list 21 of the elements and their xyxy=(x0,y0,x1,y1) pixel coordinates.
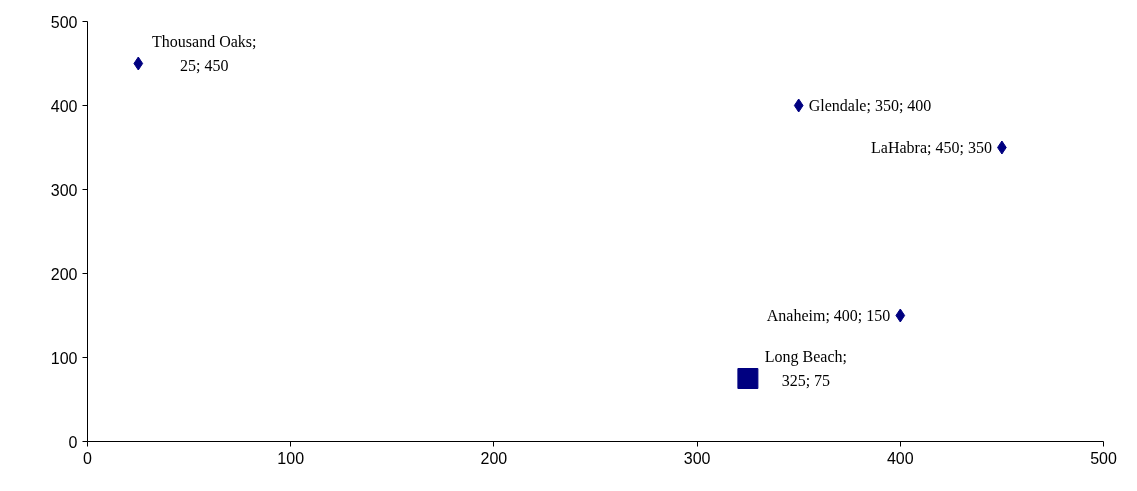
data-label: LaHabra; 450; 350 xyxy=(871,139,992,156)
point xyxy=(793,98,804,113)
y-tick-label: 400 xyxy=(50,97,78,115)
x-tick-label: 400 xyxy=(886,449,914,467)
y-tick-label: 200 xyxy=(50,265,78,283)
x-tick-label: 100 xyxy=(277,449,305,467)
y-tick-label: 300 xyxy=(50,181,78,199)
y-tick-label: 100 xyxy=(50,349,78,367)
x-tick-label: 0 xyxy=(83,449,93,467)
point xyxy=(895,308,906,323)
data-label: Thousand Oaks; 25; 450 xyxy=(152,33,257,74)
x-tick-label: 300 xyxy=(683,449,711,467)
data-label: Long Beach; 325; 75 xyxy=(764,348,848,389)
x-tick-label: 500 xyxy=(1090,449,1117,467)
y-tick-label: 500 xyxy=(50,13,78,31)
data-label: Anaheim; 400; 150 xyxy=(766,307,891,324)
point xyxy=(133,56,144,71)
point xyxy=(737,368,759,389)
y-tick-label: 0 xyxy=(68,433,78,451)
x-tick-label: 200 xyxy=(480,449,508,467)
data-label: Glendale; 350; 400 xyxy=(808,97,932,114)
